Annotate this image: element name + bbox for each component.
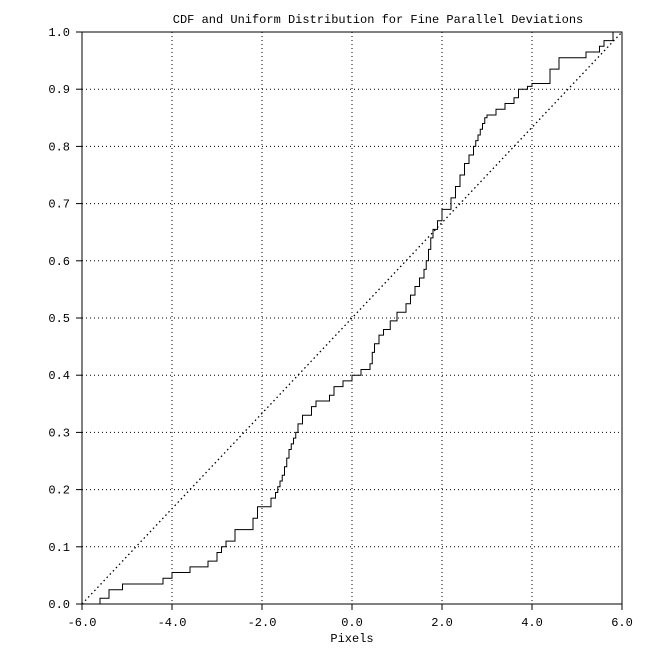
y-tick-label: 0.2 — [48, 484, 70, 498]
x-axis-label: Pixels — [330, 632, 373, 646]
y-tick-label: 0.9 — [48, 83, 70, 97]
y-tick-label: 0.8 — [48, 140, 70, 154]
x-tick-label: 0.0 — [341, 616, 363, 630]
x-tick-label: -4.0 — [158, 616, 187, 630]
x-tick-label: -6.0 — [68, 616, 97, 630]
y-tick-label: 0.6 — [48, 255, 70, 269]
ticks: -6.0 -4.0 -2.0 0.0 2.0 4.0 6.0 0.0 0.1 0.2 0.3 0.4 0… — [48, 26, 632, 630]
y-tick-label: 0.1 — [48, 541, 70, 555]
uniform-cdf-line — [81, 31, 623, 605]
y-tick-label: 0.3 — [48, 426, 70, 440]
empirical-cdf-line — [82, 32, 614, 605]
chart-title: CDF and Uniform Distribution for Fine Pa… — [173, 13, 583, 27]
x-tick-label: 6.0 — [611, 616, 633, 630]
x-tick-label: -2.0 — [248, 616, 277, 630]
y-tick-label: 0.7 — [48, 198, 70, 212]
series — [81, 31, 623, 605]
x-tick-label: 2.0 — [431, 616, 453, 630]
x-tick-label: 4.0 — [521, 616, 543, 630]
y-tick-label: 0.0 — [48, 598, 70, 612]
y-tick-label: 0.5 — [48, 312, 70, 326]
y-tick-label: 1.0 — [48, 26, 70, 40]
y-tick-label: 0.4 — [48, 369, 70, 383]
